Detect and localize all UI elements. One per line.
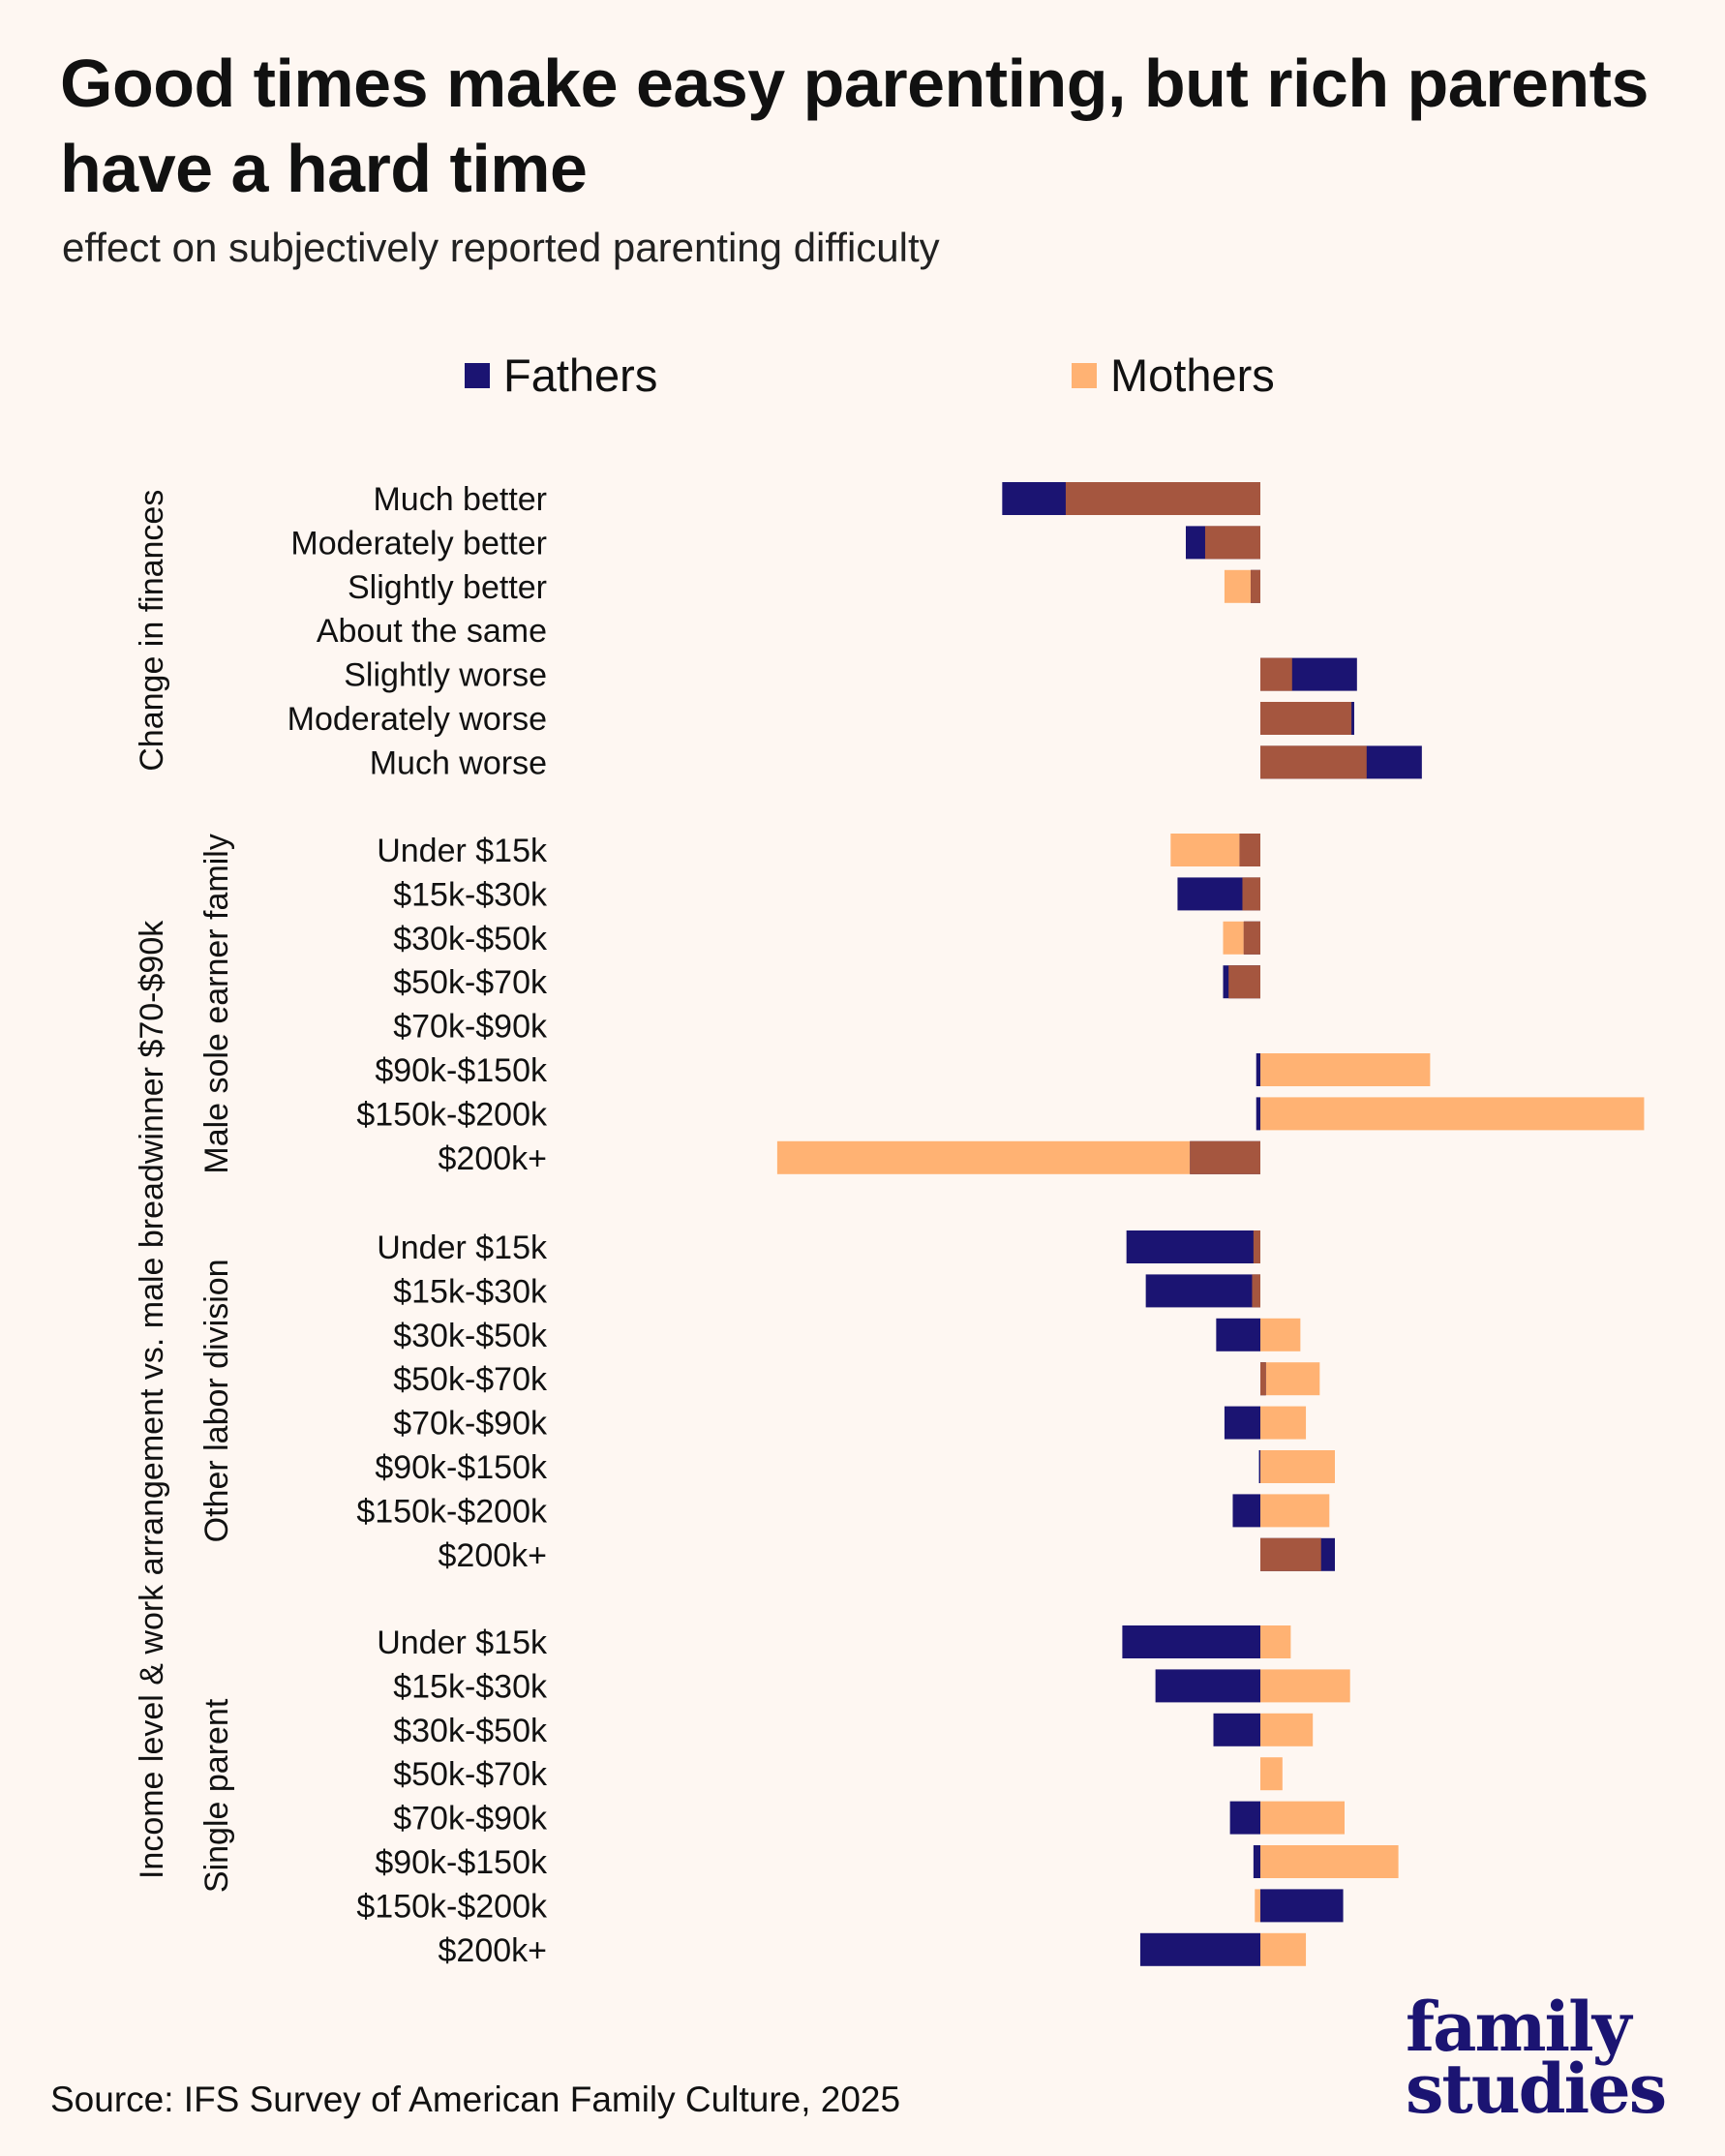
fathers-swatch	[465, 362, 490, 388]
category-label: $150k-$200k	[356, 1096, 548, 1133]
category-label: Much worse	[370, 744, 547, 781]
fathers-bar	[1224, 1406, 1260, 1440]
overlap-bar	[1260, 1362, 1266, 1396]
logo-line-1: family	[1406, 1987, 1631, 2067]
mothers-bar	[1260, 1932, 1307, 1966]
overlap-bar	[1204, 526, 1260, 560]
mothers-bar	[1260, 1669, 1350, 1703]
overlap-bar	[1260, 702, 1352, 735]
category-label: $50k-$70k	[393, 964, 548, 1001]
category-label: $150k-$200k	[356, 1493, 548, 1530]
fathers-bar	[1139, 1932, 1260, 1966]
chart-subtitle: effect on subjectively reported parentin…	[62, 225, 940, 270]
mothers-bar	[1260, 1625, 1291, 1658]
legend-label-fathers: Fathers	[503, 349, 658, 401]
legend-label-mothers: Mothers	[1110, 349, 1275, 401]
category-label: Under $15k	[377, 833, 548, 869]
overlap-bar	[1260, 657, 1292, 691]
category-label: $70k-$90k	[393, 1009, 548, 1046]
category-label: $200k+	[439, 1932, 548, 1969]
category-label: Moderately worse	[288, 701, 547, 738]
category-label: $70k-$90k	[393, 1406, 548, 1442]
category-label: $90k-$150k	[375, 1844, 548, 1881]
overlap-bar	[1239, 834, 1260, 866]
mothers-bar	[1260, 1494, 1330, 1528]
category-label: Slightly worse	[344, 657, 547, 694]
mothers-bar	[1260, 1362, 1320, 1396]
fathers-bar	[1145, 1274, 1260, 1308]
fathers-bar	[1260, 1889, 1344, 1923]
fathers-bar	[1126, 1230, 1260, 1263]
overlap-bar	[1253, 1230, 1260, 1263]
mothers-swatch	[1072, 362, 1097, 388]
legend-item-mothers: Mothers	[1072, 349, 1275, 402]
overlap-bar	[1242, 877, 1260, 911]
mothers-bar	[1260, 1713, 1314, 1746]
group-label: Change in finances	[134, 490, 170, 772]
mothers-bar	[1260, 1757, 1283, 1791]
legend-item-fathers: Fathers	[465, 349, 657, 402]
category-label: $30k-$50k	[393, 921, 548, 957]
overlap-bar	[1243, 921, 1260, 955]
subgroup-label: Male sole earner family	[198, 834, 235, 1173]
category-label: $90k-$150k	[375, 1449, 548, 1486]
fathers-bar	[1216, 1318, 1260, 1351]
mothers-bar	[1260, 1053, 1431, 1086]
fathers-bar	[1213, 1713, 1260, 1746]
mothers-bar	[1260, 1097, 1645, 1131]
mothers-bar	[1260, 1845, 1399, 1878]
subgroup-label: Single parent	[198, 1698, 235, 1893]
fathers-bar	[1229, 1801, 1260, 1835]
category-label: Moderately better	[290, 525, 547, 562]
category-label: $70k-$90k	[393, 1801, 548, 1837]
mothers-bar	[1260, 1406, 1307, 1440]
mothers-bar	[1260, 1318, 1301, 1351]
fathers-bar	[1155, 1669, 1260, 1703]
group-label: Income level & work arrangement vs. male…	[134, 920, 170, 1879]
fathers-bar	[1256, 1097, 1260, 1131]
overlap-bar	[1228, 965, 1260, 999]
category-label: $30k-$50k	[393, 1713, 548, 1749]
fathers-bar	[1122, 1625, 1260, 1658]
category-label: $30k-$50k	[393, 1318, 548, 1354]
category-label: Under $15k	[377, 1625, 548, 1661]
category-label: Slightly better	[348, 569, 547, 606]
logo-line-2: studies	[1406, 2049, 1667, 2129]
overlap-bar	[1190, 1140, 1260, 1174]
category-label: Much better	[373, 481, 547, 518]
family-studies-logo: family studies	[1406, 1987, 1667, 2129]
overlap-bar	[1260, 1537, 1321, 1571]
category-label: $200k+	[439, 1140, 548, 1177]
category-label: $50k-$70k	[393, 1361, 548, 1398]
fathers-bar	[1256, 1053, 1260, 1086]
subgroup-label: Other labor division	[198, 1259, 235, 1542]
category-label: Under $15k	[377, 1230, 548, 1266]
category-label: About the same	[317, 613, 547, 650]
fathers-bar	[1232, 1494, 1260, 1528]
overlap-bar	[1252, 1274, 1260, 1308]
category-label: $90k-$150k	[375, 1052, 548, 1089]
category-label: $200k+	[439, 1537, 548, 1574]
category-label: $50k-$70k	[393, 1756, 548, 1793]
mothers-bar	[1260, 1801, 1345, 1835]
category-label: $15k-$30k	[393, 876, 548, 913]
overlap-bar	[1065, 482, 1260, 515]
overlap-bar	[1251, 569, 1260, 603]
overlap-bar	[1260, 745, 1367, 779]
category-label: $15k-$30k	[393, 1668, 548, 1705]
mothers-bar	[1260, 1450, 1336, 1483]
chart-title: Good times make easy parenting, but rich…	[60, 46, 1649, 206]
mothers-bar	[776, 1140, 1260, 1174]
category-label: $15k-$30k	[393, 1273, 548, 1310]
category-label: $150k-$200k	[356, 1888, 548, 1925]
mothers-bar	[1255, 1889, 1260, 1923]
source-note: Source: IFS Survey of American Family Cu…	[50, 2080, 901, 2119]
fathers-bar	[1258, 1450, 1260, 1483]
fathers-bar	[1253, 1845, 1260, 1878]
